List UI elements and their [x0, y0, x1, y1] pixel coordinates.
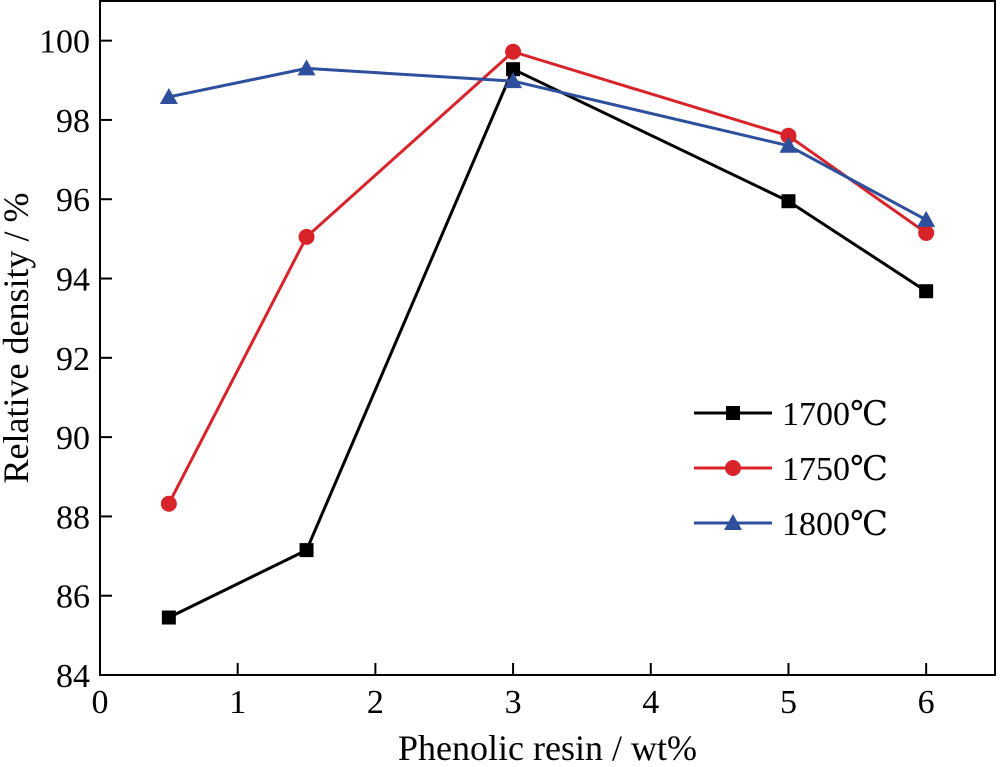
x-tick-label: 6: [918, 684, 935, 721]
y-tick-label: 84: [56, 658, 90, 695]
y-axis-title: Relative density / %: [0, 193, 36, 484]
data-point: [505, 43, 522, 60]
x-tick-label: 2: [367, 684, 384, 721]
legend: 1700℃ 1750℃ 1800℃: [694, 396, 888, 543]
legend-item: 1750℃: [694, 451, 888, 488]
data-point: [779, 136, 798, 153]
legend-marker: [724, 514, 742, 530]
y-tick-label: 96: [56, 182, 90, 219]
data-point: [917, 210, 936, 227]
data-point: [160, 495, 177, 512]
y-tick-label: 88: [56, 499, 90, 536]
y-axis: 84 86 88 90 92 94 96 98 100: [39, 24, 112, 695]
x-tick-label: 5: [780, 684, 797, 721]
series-line: [167, 50, 928, 505]
x-tick-label: 0: [92, 684, 109, 721]
series-layer: [159, 43, 936, 625]
legend-marker: [725, 460, 741, 476]
y-tick-label: 90: [56, 420, 90, 457]
x-axis: 0 1 2 3 4 5 6: [92, 663, 935, 721]
series-1700℃: [161, 62, 934, 625]
data-point: [504, 72, 523, 89]
data-point: [161, 610, 176, 625]
y-tick-label: 98: [56, 103, 90, 140]
series-line: [168, 66, 927, 222]
legend-label: 1700℃: [782, 396, 888, 433]
legend-item: 1700℃: [694, 396, 888, 433]
data-point: [159, 87, 178, 104]
data-point: [297, 59, 316, 76]
y-tick-label: 100: [39, 24, 90, 61]
plot-frame: [99, 0, 996, 676]
data-point: [919, 284, 934, 299]
x-axis-title: Phenolic resin / wt%: [398, 728, 697, 767]
plot-area: [99, 0, 996, 676]
x-tick-label: 1: [229, 684, 246, 721]
x-tick-label: 4: [642, 684, 659, 721]
data-point: [918, 224, 935, 241]
y-tick-label: 86: [56, 579, 90, 616]
data-point: [780, 127, 797, 144]
y-tick-label: 94: [56, 262, 90, 299]
legend-label: 1800℃: [782, 506, 888, 543]
data-point: [506, 62, 521, 77]
legend-marker: [726, 406, 740, 420]
x-tick-label: 3: [505, 684, 522, 721]
legend-label: 1750℃: [782, 451, 888, 488]
series-1750℃: [160, 43, 935, 512]
y-tick-label: 92: [56, 341, 90, 378]
series-1800℃: [159, 59, 936, 227]
legend-item: 1800℃: [694, 506, 888, 543]
data-point: [781, 194, 796, 209]
data-point: [299, 543, 314, 558]
data-point: [298, 228, 315, 245]
